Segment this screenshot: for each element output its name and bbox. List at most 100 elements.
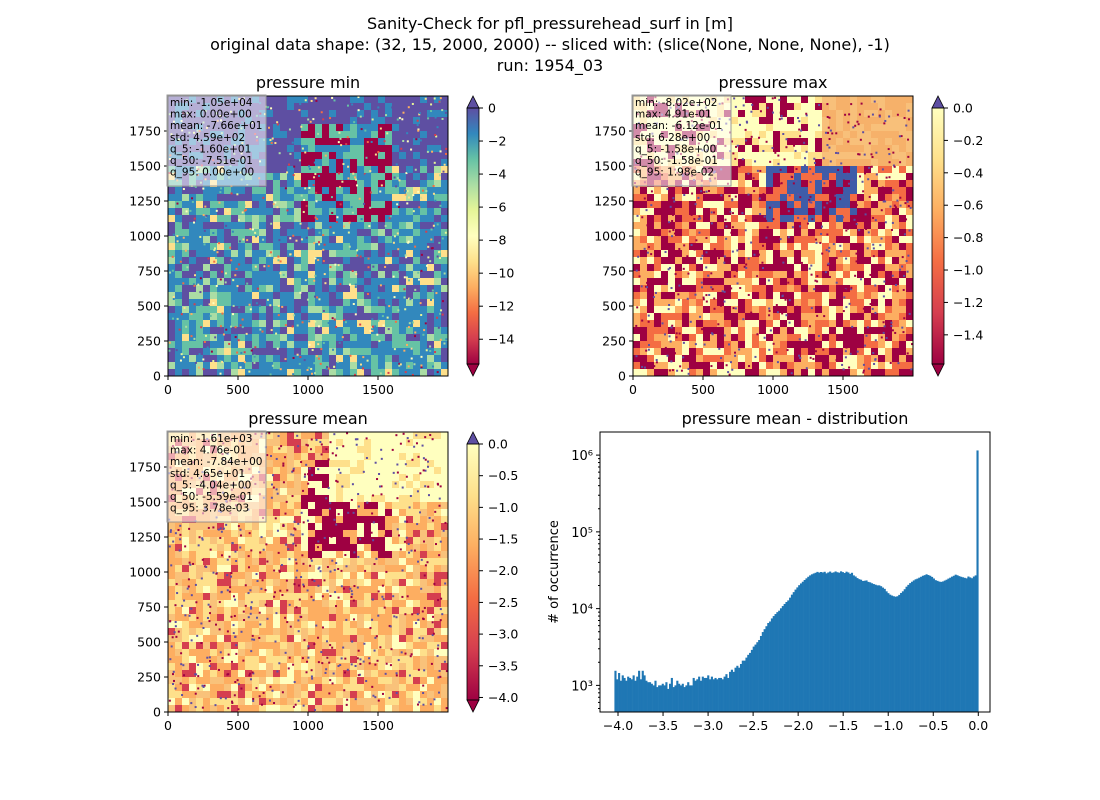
heatmap-cell xyxy=(364,236,371,243)
heatmap-cell xyxy=(182,285,189,292)
heatmap-cell xyxy=(808,348,815,355)
heatmap-cell xyxy=(738,334,745,341)
heatmap-cell xyxy=(738,257,745,264)
heatmap-cell xyxy=(766,215,773,222)
heatmap-cell xyxy=(266,194,273,201)
heatmap-cell xyxy=(385,348,392,355)
heatmap-speck xyxy=(255,302,258,305)
heatmap-cell xyxy=(843,187,850,194)
heatmap-speck xyxy=(427,245,430,248)
heatmap-cell xyxy=(843,173,850,180)
heatmap-cell xyxy=(773,145,780,152)
heatmap-speck xyxy=(183,306,186,309)
heatmap-speck xyxy=(655,361,658,364)
heatmap-cell xyxy=(843,278,850,285)
heatmap-speck xyxy=(751,103,754,106)
heatmap-cell xyxy=(696,327,703,334)
heatmap-speck xyxy=(317,166,320,169)
heatmap-cell xyxy=(906,348,913,355)
heatmap-speck xyxy=(778,98,781,101)
heatmap-speck xyxy=(769,329,772,332)
y-tick-label: 750 xyxy=(602,264,626,279)
heatmap-speck xyxy=(412,210,415,213)
heatmap-cell xyxy=(899,243,906,250)
heatmap-cell xyxy=(829,306,836,313)
heatmap-cell xyxy=(899,292,906,299)
heatmap-cell xyxy=(189,208,196,215)
heatmap-cell xyxy=(392,264,399,271)
heatmap-cell xyxy=(864,201,871,208)
heatmap-cell xyxy=(906,341,913,348)
heatmap-speck xyxy=(761,244,764,247)
heatmap-speck xyxy=(771,204,774,207)
heatmap-cell xyxy=(906,313,913,320)
heatmap-cell xyxy=(273,341,280,348)
heatmap-cell xyxy=(301,145,308,152)
heatmap-cell xyxy=(371,117,378,124)
heatmap-speck xyxy=(668,230,671,233)
heatmap-cell xyxy=(378,180,385,187)
heatmap-cell xyxy=(689,201,696,208)
heatmap-cell xyxy=(322,369,329,376)
heatmap-cell xyxy=(399,439,406,446)
heatmap-cell xyxy=(787,180,794,187)
heatmap-cell xyxy=(857,166,864,173)
heatmap-cell xyxy=(266,278,273,285)
heatmap-speck xyxy=(314,257,317,260)
heatmap-cell xyxy=(892,313,899,320)
heatmap-cell xyxy=(773,173,780,180)
heatmap-cell xyxy=(196,278,203,285)
heatmap-cell xyxy=(703,341,710,348)
heatmap-cell xyxy=(857,299,864,306)
heatmap-cell xyxy=(829,334,836,341)
heatmap-cell xyxy=(794,278,801,285)
heatmap-cell xyxy=(441,152,448,159)
heatmap-speck xyxy=(706,329,709,332)
heatmap-speck xyxy=(857,123,860,126)
heatmap-cell xyxy=(759,173,766,180)
heatmap-speck xyxy=(419,139,422,142)
heatmap-cell xyxy=(906,194,913,201)
colorbar-tick-label: −12 xyxy=(488,299,514,314)
heatmap-cell xyxy=(822,173,829,180)
heatmap-cell xyxy=(308,474,315,481)
heatmap-speck xyxy=(675,332,678,335)
heatmap-speck xyxy=(659,281,662,284)
heatmap-cell xyxy=(266,474,273,481)
heatmap-cell xyxy=(280,299,287,306)
heatmap-speck xyxy=(711,288,714,291)
heatmap-cell xyxy=(315,208,322,215)
heatmap-speck xyxy=(184,249,187,252)
heatmap-speck xyxy=(191,200,194,203)
heatmap-cell xyxy=(238,334,245,341)
heatmap-speck xyxy=(353,373,356,376)
heatmap-cell xyxy=(441,229,448,236)
heatmap-speck xyxy=(734,307,737,310)
heatmap-cell xyxy=(885,208,892,215)
heatmap-speck xyxy=(200,304,203,307)
heatmap-cell xyxy=(899,362,906,369)
heatmap-cell xyxy=(794,180,801,187)
heatmap-cell xyxy=(633,285,640,292)
heatmap-speck xyxy=(859,278,862,281)
heatmap-speck xyxy=(335,325,338,328)
heatmap-speck xyxy=(848,113,851,116)
heatmap-cell xyxy=(259,327,266,334)
colorbar-tick-label: −4 xyxy=(488,167,506,182)
heatmap-speck xyxy=(380,184,383,187)
heatmap-cell xyxy=(724,341,731,348)
heatmap-cell xyxy=(892,187,899,194)
heatmap-cell xyxy=(427,208,434,215)
heatmap-cell xyxy=(843,341,850,348)
heatmap-cell xyxy=(273,453,280,460)
heatmap-cell xyxy=(766,110,773,117)
heatmap-cell xyxy=(315,432,322,439)
heatmap-cell xyxy=(406,250,413,257)
heatmap-cell xyxy=(224,236,231,243)
heatmap-cell xyxy=(787,306,794,313)
heatmap-cell xyxy=(703,243,710,250)
heatmap-cell xyxy=(434,467,441,474)
heatmap-cell xyxy=(808,103,815,110)
heatmap-cell xyxy=(231,250,238,257)
heatmap-cell xyxy=(738,348,745,355)
